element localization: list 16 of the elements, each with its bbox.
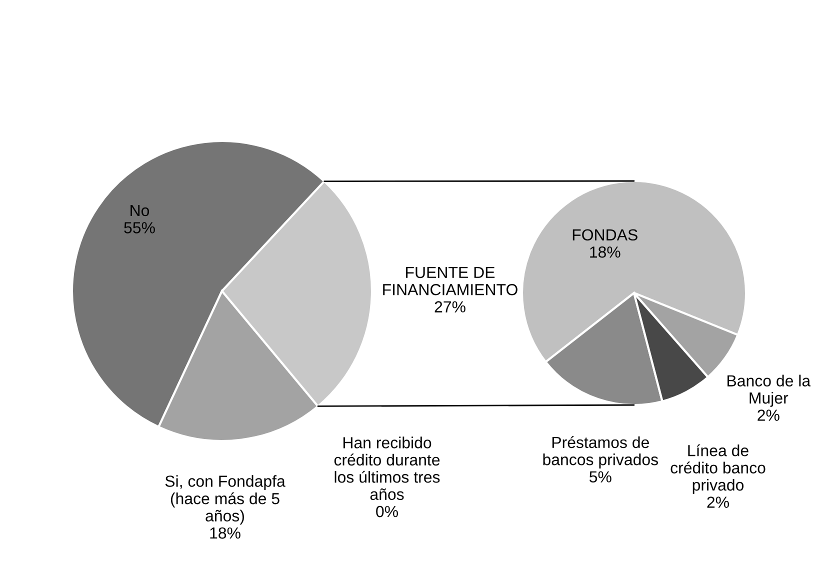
- slice-label: Banco de la Mujer: [728, 374, 811, 407]
- data-label: 2%: [758, 410, 780, 421]
- slice-label: FONDAS: [572, 229, 638, 241]
- data-label: 27%: [434, 301, 466, 312]
- text: 0%: [376, 506, 398, 518]
- data-label: 18%: [590, 246, 620, 258]
- slice-label: Préstamos de bancos privados: [543, 436, 658, 468]
- data-label: 2%: [707, 496, 729, 508]
- slice-label: No: [130, 205, 150, 216]
- slice-label: FUENTE DE FINANCIAMIENTO: [383, 266, 518, 296]
- slice-label: Si, con Fondapfa (hace más de 5 años): [165, 475, 286, 525]
- data-label: 18%: [210, 527, 240, 539]
- data-label: 5%: [589, 471, 612, 482]
- category-label: Han recibido crédito durante los últimos tres años: [334, 436, 440, 500]
- slice-label: Línea de crédito banco privado: [670, 444, 766, 494]
- data-label: 55%: [124, 222, 155, 234]
